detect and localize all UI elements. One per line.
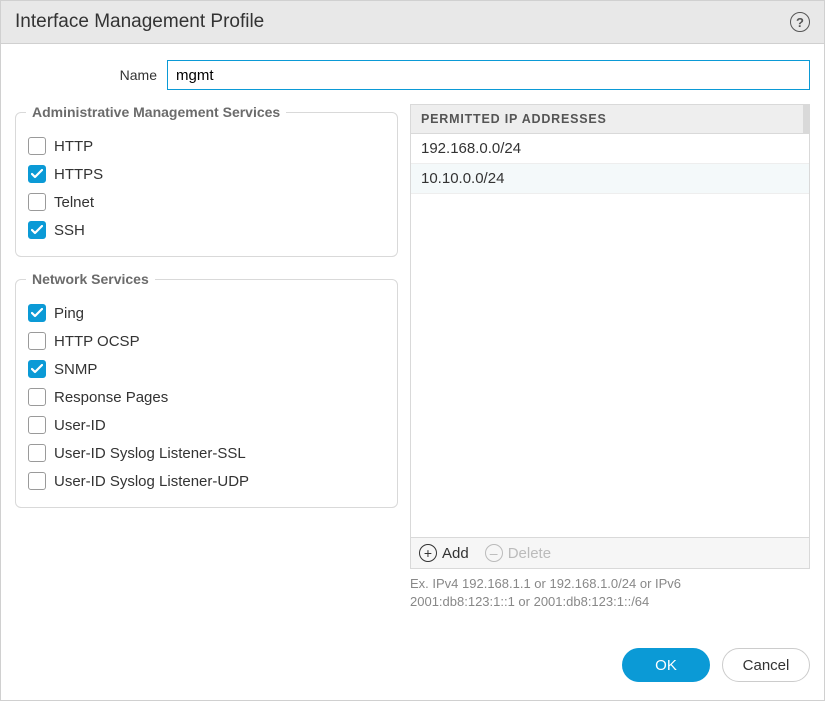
- dialog-footer: OK Cancel: [1, 634, 824, 700]
- checkbox-resp-pages[interactable]: [28, 388, 46, 406]
- admin-item-telnet: Telnet: [26, 188, 387, 216]
- permitted-ip-hint: Ex. IPv4 192.168.1.1 or 192.168.1.0/24 o…: [410, 575, 810, 611]
- dialog: Interface Management Profile ? Name Admi…: [0, 0, 825, 701]
- permitted-ip-table: PERMITTED IP ADDRESSES 192.168.0.0/2410.…: [410, 104, 810, 569]
- permitted-ip-toolbar: + Add – Delete: [411, 537, 809, 568]
- permitted-ip-header: PERMITTED IP ADDRESSES: [411, 105, 809, 134]
- checkbox-uid-ssl[interactable]: [28, 444, 46, 462]
- checkbox-label-telnet[interactable]: Telnet: [54, 194, 94, 211]
- admin-services-legend: Administrative Management Services: [26, 104, 286, 120]
- help-icon[interactable]: ?: [790, 12, 810, 32]
- add-label: Add: [442, 545, 469, 562]
- minus-icon: –: [485, 544, 503, 562]
- hint-line-2: 2001:db8:123:1::1 or 2001:db8:123:1::/64: [410, 593, 810, 611]
- checkbox-label-uid-ssl[interactable]: User-ID Syslog Listener-SSL: [54, 445, 246, 462]
- cancel-button[interactable]: Cancel: [722, 648, 810, 682]
- checkbox-http[interactable]: [28, 137, 46, 155]
- checkbox-label-uid-udp[interactable]: User-ID Syslog Listener-UDP: [54, 473, 249, 490]
- left-column: Administrative Management Services HTTP H…: [15, 104, 398, 624]
- net-item-snmp: SNMP: [26, 355, 387, 383]
- hint-line-1: Ex. IPv4 192.168.1.1 or 192.168.1.0/24 o…: [410, 575, 810, 593]
- net-item-user-id: User-ID: [26, 411, 387, 439]
- admin-services-fieldset: Administrative Management Services HTTP H…: [15, 104, 398, 257]
- checkbox-label-http-ocsp[interactable]: HTTP OCSP: [54, 333, 140, 350]
- admin-item-http: HTTP: [26, 132, 387, 160]
- name-row: Name: [15, 60, 810, 90]
- network-services-fieldset: Network Services Ping HTTP OCSP SNMP Respon…: [15, 271, 398, 508]
- net-item-uid-udp: User-ID Syslog Listener-UDP: [26, 467, 387, 495]
- plus-icon: +: [419, 544, 437, 562]
- checkbox-label-ping[interactable]: Ping: [54, 305, 84, 322]
- admin-item-https: HTTPS: [26, 160, 387, 188]
- add-button[interactable]: + Add: [419, 544, 469, 562]
- dialog-title: Interface Management Profile: [15, 11, 264, 33]
- net-item-resp-pages: Response Pages: [26, 383, 387, 411]
- checkbox-label-user-id[interactable]: User-ID: [54, 417, 106, 434]
- checkbox-label-resp-pages[interactable]: Response Pages: [54, 389, 168, 406]
- net-item-http-ocsp: HTTP OCSP: [26, 327, 387, 355]
- ok-button[interactable]: OK: [622, 648, 710, 682]
- checkbox-label-ssh[interactable]: SSH: [54, 222, 85, 239]
- delete-button[interactable]: – Delete: [485, 544, 551, 562]
- titlebar: Interface Management Profile ?: [1, 1, 824, 44]
- right-column: PERMITTED IP ADDRESSES 192.168.0.0/2410.…: [410, 104, 810, 624]
- checkbox-telnet[interactable]: [28, 193, 46, 211]
- admin-item-ssh: SSH: [26, 216, 387, 244]
- checkbox-ping[interactable]: [28, 304, 46, 322]
- checkbox-label-https[interactable]: HTTPS: [54, 166, 103, 183]
- checkbox-label-snmp[interactable]: SNMP: [54, 361, 97, 378]
- delete-label: Delete: [508, 545, 551, 562]
- ip-row[interactable]: 192.168.0.0/24: [411, 134, 809, 164]
- checkbox-http-ocsp[interactable]: [28, 332, 46, 350]
- ip-row[interactable]: 10.10.0.0/24: [411, 164, 809, 194]
- checkbox-ssh[interactable]: [28, 221, 46, 239]
- checkbox-https[interactable]: [28, 165, 46, 183]
- checkbox-uid-udp[interactable]: [28, 472, 46, 490]
- permitted-ip-list: 192.168.0.0/2410.10.0.0/24: [411, 134, 809, 537]
- name-input[interactable]: [167, 60, 810, 90]
- net-item-uid-ssl: User-ID Syslog Listener-SSL: [26, 439, 387, 467]
- columns: Administrative Management Services HTTP H…: [15, 104, 810, 624]
- checkbox-label-http[interactable]: HTTP: [54, 138, 93, 155]
- network-services-legend: Network Services: [26, 271, 155, 287]
- name-label: Name: [15, 67, 167, 83]
- checkbox-user-id[interactable]: [28, 416, 46, 434]
- dialog-body: Name Administrative Management Services …: [1, 44, 824, 634]
- net-item-ping: Ping: [26, 299, 387, 327]
- checkbox-snmp[interactable]: [28, 360, 46, 378]
